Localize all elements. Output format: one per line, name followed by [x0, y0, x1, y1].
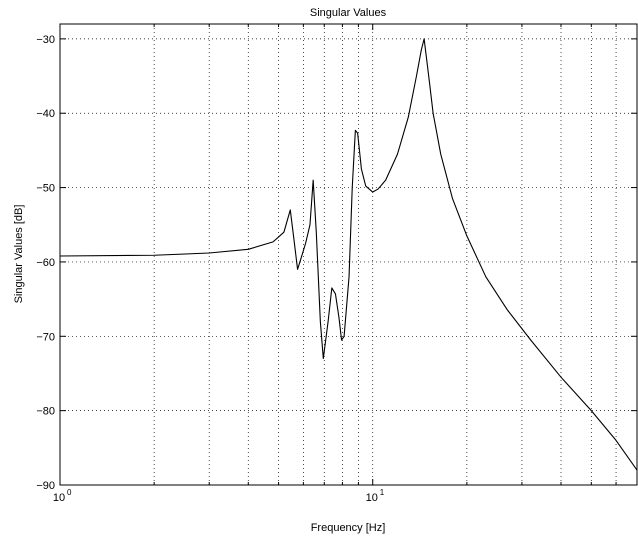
grid-lines [60, 24, 637, 485]
y-tick-label: −40 [36, 108, 55, 120]
y-tick-label: −80 [36, 406, 55, 418]
y-tick-label: −70 [36, 331, 55, 343]
y-tick-labels: −90 −80 −70 −60 −50 −40 −30 [36, 34, 55, 492]
y-tick-label: −30 [36, 34, 55, 46]
series-line [59, 38, 638, 471]
plot-frame [59, 23, 638, 486]
x-tick-labels: 10 0 10 1 [53, 488, 385, 504]
x-tick-label-base: 10 [53, 492, 65, 504]
series-group [59, 38, 638, 471]
x-tick-label: 10 0 [53, 488, 72, 504]
chart-title: Singular Values [310, 7, 387, 19]
y-axis-label: Singular Values [dB] [13, 205, 25, 304]
y-tick-label: −90 [36, 480, 55, 492]
plot-background [60, 24, 637, 485]
x-axis-label: Frequency [Hz] [311, 522, 386, 534]
y-tick-label: −50 [36, 183, 55, 195]
x-tick-label-exponent: 0 [67, 488, 72, 497]
x-tick-label: 10 1 [366, 488, 385, 504]
x-tick-label-base: 10 [366, 492, 378, 504]
x-tick-label-exponent: 1 [380, 488, 385, 497]
y-tick-label: −60 [36, 257, 55, 269]
axis-ticks [60, 24, 637, 486]
